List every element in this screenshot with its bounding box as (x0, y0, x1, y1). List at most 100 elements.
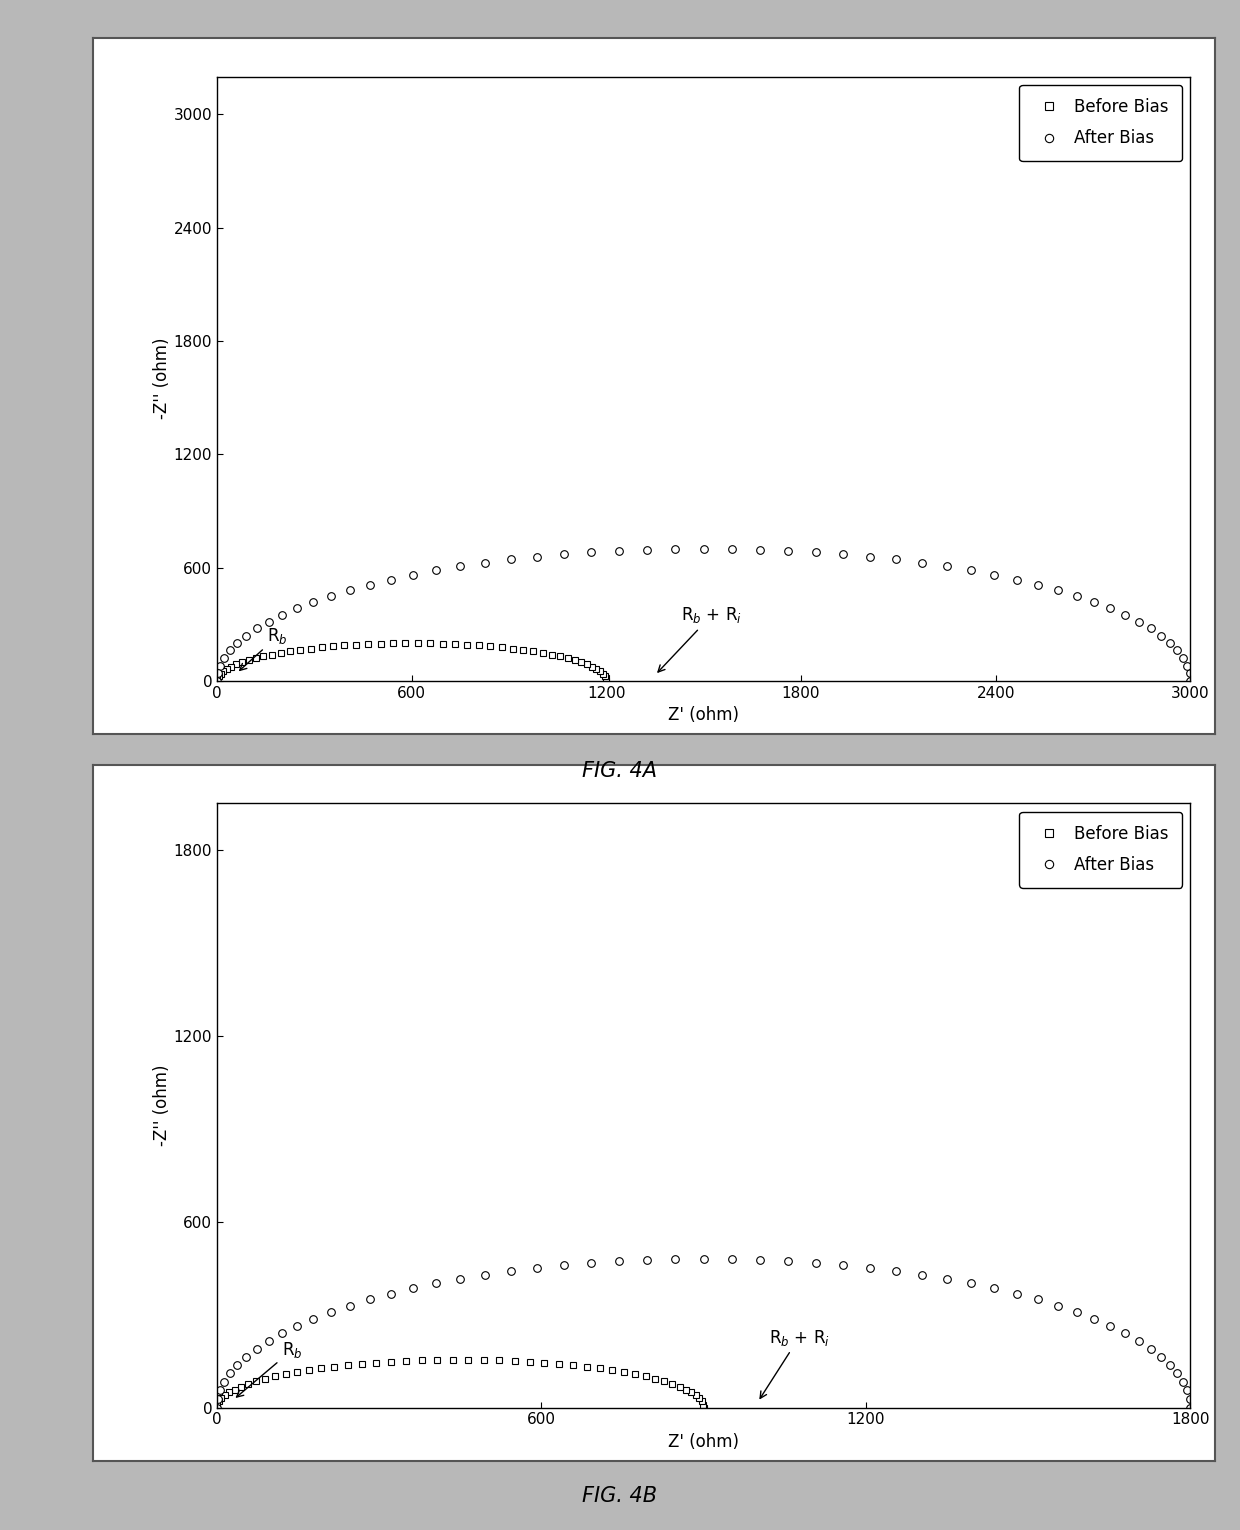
After Bias (229, 633, 244, 652)
Before Bias (301, 1360, 316, 1379)
Before Bias (696, 1398, 711, 1417)
Before Bias (386, 633, 401, 652)
Before Bias (460, 635, 475, 653)
Before Bias (589, 659, 604, 678)
Before Bias (210, 1398, 224, 1417)
After Bias (889, 1262, 904, 1281)
Before Bias (526, 643, 541, 661)
Before Bias (314, 1359, 329, 1377)
Before Bias (212, 1392, 227, 1411)
Before Bias (211, 667, 226, 685)
After Bias (1050, 581, 1065, 600)
Y-axis label: -Z'' (ohm): -Z'' (ohm) (153, 338, 171, 419)
Before Bias (505, 640, 520, 658)
Legend: Before Bias, After Bias: Before Bias, After Bias (1019, 811, 1182, 887)
Text: R$_b$ + R$_i$: R$_b$ + R$_i$ (760, 1328, 830, 1398)
Line: After Bias: After Bias (213, 545, 1194, 684)
Before Bias (361, 635, 376, 653)
Before Bias (476, 1351, 491, 1369)
Before Bias (278, 1365, 293, 1383)
After Bias (211, 664, 226, 682)
Before Bias (325, 636, 340, 655)
Before Bias (544, 646, 559, 664)
Before Bias (429, 1351, 444, 1369)
Before Bias (399, 1351, 414, 1369)
Before Bias (507, 1351, 522, 1369)
Before Bias (605, 1360, 620, 1379)
Line: After Bias: After Bias (213, 1255, 1194, 1411)
Before Bias (694, 1392, 709, 1411)
Before Bias (665, 1375, 680, 1394)
Before Bias (522, 1353, 537, 1371)
Before Bias (684, 1383, 699, 1401)
Before Bias (223, 658, 238, 676)
X-axis label: Z' (ohm): Z' (ohm) (668, 1434, 739, 1450)
Before Bias (368, 1354, 383, 1372)
Before Bias (696, 1395, 711, 1414)
Before Bias (258, 1369, 273, 1388)
After Bias (1153, 626, 1168, 644)
Before Bias (560, 649, 575, 667)
Before Bias (692, 1389, 707, 1408)
Before Bias (579, 655, 594, 673)
Before Bias (255, 647, 270, 666)
Before Bias (241, 652, 255, 670)
X-axis label: Z' (ohm): Z' (ohm) (668, 707, 739, 724)
Before Bias (492, 1351, 507, 1369)
After Bias (1153, 1348, 1168, 1366)
Before Bias (639, 1368, 653, 1386)
Before Bias (585, 658, 600, 676)
Before Bias (672, 1377, 687, 1395)
Before Bias (678, 1380, 693, 1398)
Y-axis label: -Z'' (ohm): -Z'' (ohm) (153, 1065, 171, 1146)
Before Bias (327, 1357, 342, 1375)
Before Bias (593, 1359, 608, 1377)
Before Bias (568, 652, 583, 670)
After Bias (1050, 1296, 1065, 1314)
Text: R$_b$ + R$_i$: R$_b$ + R$_i$ (658, 606, 742, 672)
Before Bias (348, 635, 363, 653)
After Bias (1102, 600, 1117, 618)
Before Bias (268, 1368, 283, 1386)
Before Bias (414, 1351, 429, 1369)
Before Bias (216, 662, 231, 681)
Before Bias (219, 659, 234, 678)
Before Bias (222, 1383, 237, 1401)
Before Bias (215, 1389, 229, 1408)
Before Bias (616, 1363, 631, 1382)
Before Bias (599, 672, 614, 690)
After Bias (211, 1389, 226, 1408)
Before Bias (289, 1363, 304, 1382)
Before Bias (210, 672, 224, 690)
Before Bias (536, 644, 551, 662)
Before Bias (410, 633, 425, 652)
Before Bias (579, 1357, 594, 1375)
Before Bias (448, 635, 463, 653)
After Bias (229, 1356, 244, 1374)
Before Bias (423, 633, 438, 652)
Line: Before Bias: Before Bias (215, 641, 609, 684)
After Bias (696, 1250, 711, 1268)
Before Bias (340, 1356, 355, 1374)
Before Bias (264, 646, 279, 664)
After Bias (889, 551, 904, 569)
Before Bias (248, 649, 263, 667)
Before Bias (516, 641, 531, 659)
Before Bias (249, 1372, 264, 1391)
Text: R$_b$: R$_b$ (239, 626, 288, 670)
Before Bias (495, 638, 510, 656)
Before Bias (355, 1354, 370, 1372)
Text: R$_b$: R$_b$ (237, 1340, 303, 1397)
Before Bias (593, 662, 608, 681)
Before Bias (688, 1386, 703, 1405)
Before Bias (217, 1386, 232, 1405)
Text: FIG. 4B: FIG. 4B (583, 1486, 657, 1507)
Before Bias (210, 1395, 224, 1414)
Before Bias (229, 655, 244, 673)
Before Bias (649, 1369, 663, 1388)
Before Bias (304, 640, 319, 658)
After Bias (696, 540, 711, 558)
Before Bias (552, 1354, 567, 1372)
Line: Before Bias: Before Bias (215, 1357, 707, 1411)
Before Bias (598, 667, 613, 685)
